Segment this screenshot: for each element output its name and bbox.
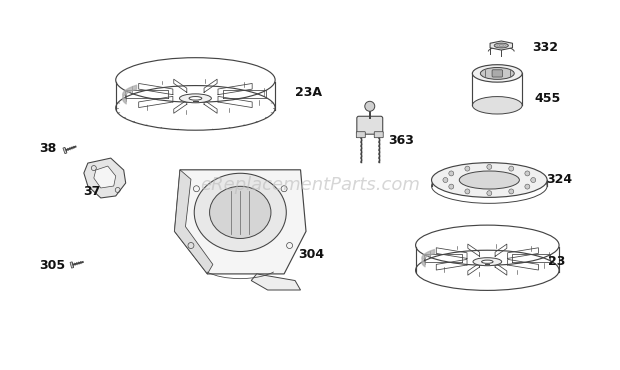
Ellipse shape <box>210 186 271 239</box>
Ellipse shape <box>189 97 202 100</box>
FancyBboxPatch shape <box>357 116 383 134</box>
Polygon shape <box>174 170 306 274</box>
Ellipse shape <box>473 258 502 266</box>
FancyBboxPatch shape <box>374 132 383 138</box>
Circle shape <box>449 171 454 176</box>
Circle shape <box>449 184 454 189</box>
Polygon shape <box>94 166 116 188</box>
FancyBboxPatch shape <box>492 70 503 77</box>
Ellipse shape <box>472 97 522 114</box>
Ellipse shape <box>480 67 514 79</box>
Circle shape <box>531 178 536 182</box>
Polygon shape <box>84 158 126 198</box>
Ellipse shape <box>472 65 522 82</box>
Text: 324: 324 <box>546 172 572 185</box>
Polygon shape <box>490 41 513 50</box>
Ellipse shape <box>432 163 547 197</box>
Text: 305: 305 <box>39 259 65 272</box>
Polygon shape <box>251 274 301 290</box>
Circle shape <box>509 189 514 194</box>
Ellipse shape <box>194 173 286 252</box>
Circle shape <box>465 166 470 171</box>
Text: 37: 37 <box>83 185 100 198</box>
Text: 23: 23 <box>548 255 565 268</box>
Circle shape <box>525 171 530 176</box>
Text: 38: 38 <box>39 142 56 155</box>
Text: 332: 332 <box>532 41 558 54</box>
Ellipse shape <box>494 43 508 48</box>
Polygon shape <box>63 147 67 154</box>
Circle shape <box>465 189 470 194</box>
Circle shape <box>509 166 514 171</box>
Polygon shape <box>174 170 213 274</box>
Text: 304: 304 <box>298 248 324 261</box>
Circle shape <box>365 101 374 111</box>
Text: 363: 363 <box>388 134 414 147</box>
Text: 455: 455 <box>534 92 560 105</box>
Text: 23A: 23A <box>295 86 322 99</box>
Ellipse shape <box>180 94 211 103</box>
Circle shape <box>525 184 530 189</box>
Ellipse shape <box>459 171 520 189</box>
Text: eReplacementParts.com: eReplacementParts.com <box>200 176 420 194</box>
FancyBboxPatch shape <box>356 132 365 138</box>
Circle shape <box>487 164 492 169</box>
Circle shape <box>487 191 492 196</box>
Polygon shape <box>70 262 74 268</box>
Circle shape <box>443 178 448 182</box>
Ellipse shape <box>482 260 493 263</box>
